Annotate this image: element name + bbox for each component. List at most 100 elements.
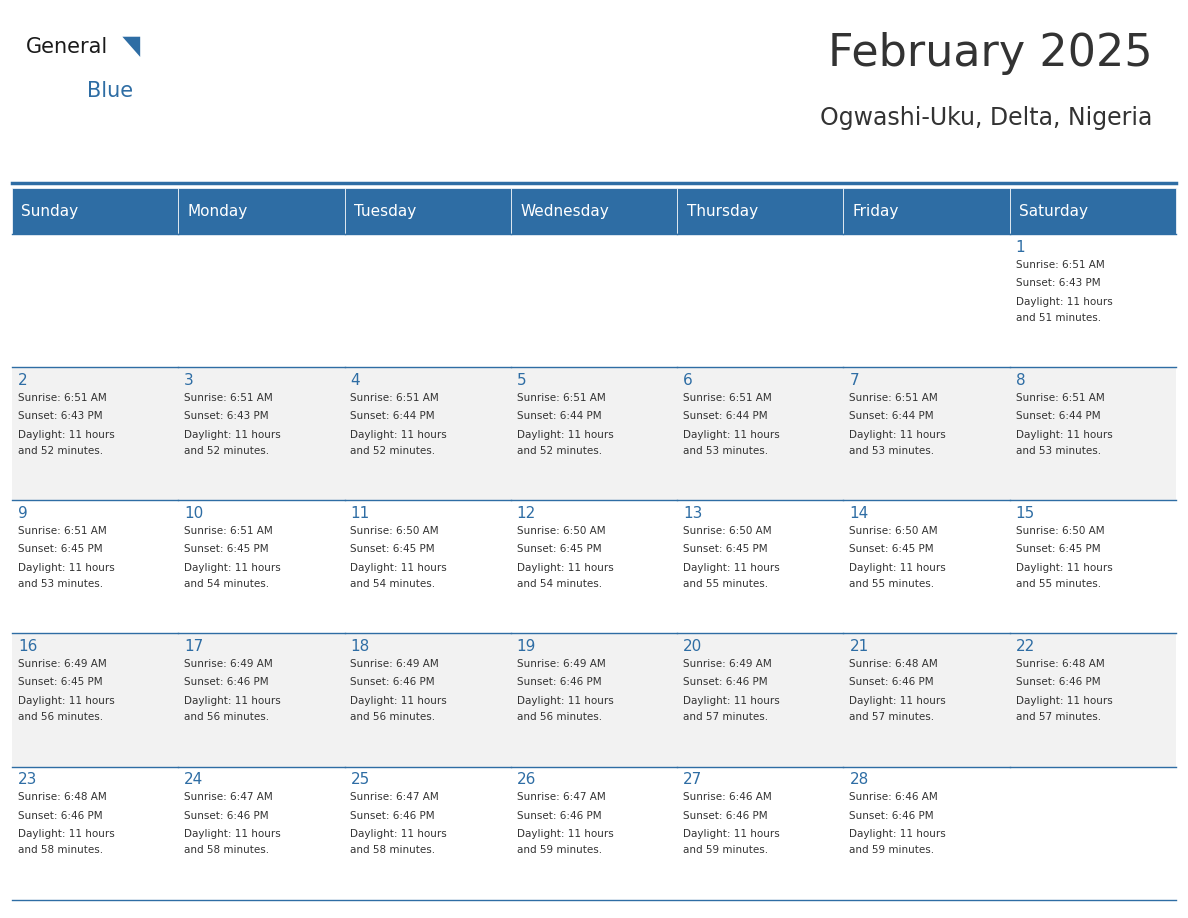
Text: Daylight: 11 hours: Daylight: 11 hours — [1016, 563, 1112, 573]
Text: General: General — [26, 37, 108, 57]
Text: Sunset: 6:44 PM: Sunset: 6:44 PM — [350, 411, 435, 421]
Text: Sunset: 6:46 PM: Sunset: 6:46 PM — [184, 677, 268, 688]
Text: and 55 minutes.: and 55 minutes. — [683, 579, 769, 589]
Text: Sunset: 6:43 PM: Sunset: 6:43 PM — [184, 411, 268, 421]
Text: Friday: Friday — [853, 204, 899, 218]
Text: Daylight: 11 hours: Daylight: 11 hours — [517, 829, 613, 839]
Bar — [178, 234, 345, 367]
Text: 22: 22 — [1016, 639, 1035, 654]
Text: 1: 1 — [1016, 240, 1025, 254]
Text: Sunset: 6:45 PM: Sunset: 6:45 PM — [1016, 544, 1100, 554]
Text: Sunset: 6:44 PM: Sunset: 6:44 PM — [1016, 411, 1100, 421]
Text: and 55 minutes.: and 55 minutes. — [1016, 579, 1101, 589]
Text: Daylight: 11 hours: Daylight: 11 hours — [18, 430, 114, 440]
Text: Sunrise: 6:50 AM: Sunrise: 6:50 AM — [350, 526, 440, 536]
Text: Daylight: 11 hours: Daylight: 11 hours — [350, 430, 447, 440]
Text: 10: 10 — [184, 506, 203, 521]
Text: Sunset: 6:46 PM: Sunset: 6:46 PM — [184, 811, 268, 821]
Text: Sunset: 6:46 PM: Sunset: 6:46 PM — [1016, 677, 1100, 688]
Text: and 52 minutes.: and 52 minutes. — [184, 446, 270, 456]
Bar — [12, 767, 178, 900]
Text: 26: 26 — [517, 772, 536, 787]
Text: Sunset: 6:46 PM: Sunset: 6:46 PM — [350, 677, 435, 688]
Bar — [511, 188, 677, 234]
Text: Sunset: 6:44 PM: Sunset: 6:44 PM — [849, 411, 934, 421]
Text: Sunset: 6:45 PM: Sunset: 6:45 PM — [18, 677, 102, 688]
Bar — [677, 633, 843, 767]
Bar — [178, 767, 345, 900]
Text: Daylight: 11 hours: Daylight: 11 hours — [1016, 430, 1112, 440]
Bar — [178, 367, 345, 500]
Text: and 55 minutes.: and 55 minutes. — [849, 579, 935, 589]
Text: and 53 minutes.: and 53 minutes. — [18, 579, 103, 589]
Text: Sunset: 6:43 PM: Sunset: 6:43 PM — [1016, 278, 1100, 288]
Text: Sunset: 6:45 PM: Sunset: 6:45 PM — [184, 544, 268, 554]
Text: Thursday: Thursday — [687, 204, 758, 218]
Text: Daylight: 11 hours: Daylight: 11 hours — [184, 430, 280, 440]
Text: Sunrise: 6:49 AM: Sunrise: 6:49 AM — [350, 659, 440, 669]
Text: and 53 minutes.: and 53 minutes. — [683, 446, 769, 456]
Text: 11: 11 — [350, 506, 369, 521]
Text: Sunset: 6:43 PM: Sunset: 6:43 PM — [18, 411, 102, 421]
Text: Sunrise: 6:46 AM: Sunrise: 6:46 AM — [683, 792, 772, 802]
Bar — [843, 500, 1010, 633]
Text: Saturday: Saturday — [1019, 204, 1088, 218]
Text: Daylight: 11 hours: Daylight: 11 hours — [849, 829, 946, 839]
Bar — [12, 633, 178, 767]
Bar — [345, 188, 511, 234]
Bar — [1010, 633, 1176, 767]
Text: Sunset: 6:44 PM: Sunset: 6:44 PM — [683, 411, 767, 421]
Text: and 53 minutes.: and 53 minutes. — [849, 446, 935, 456]
Bar — [345, 367, 511, 500]
Text: Sunrise: 6:51 AM: Sunrise: 6:51 AM — [517, 393, 606, 403]
Text: Sunrise: 6:49 AM: Sunrise: 6:49 AM — [184, 659, 273, 669]
Bar — [677, 500, 843, 633]
Text: 15: 15 — [1016, 506, 1035, 521]
Text: Sunset: 6:44 PM: Sunset: 6:44 PM — [517, 411, 601, 421]
Text: Wednesday: Wednesday — [520, 204, 609, 218]
Text: Sunrise: 6:50 AM: Sunrise: 6:50 AM — [683, 526, 772, 536]
Text: and 52 minutes.: and 52 minutes. — [517, 446, 602, 456]
Text: Sunset: 6:45 PM: Sunset: 6:45 PM — [18, 544, 102, 554]
Text: Daylight: 11 hours: Daylight: 11 hours — [184, 696, 280, 706]
Text: Sunset: 6:45 PM: Sunset: 6:45 PM — [517, 544, 601, 554]
Text: and 54 minutes.: and 54 minutes. — [184, 579, 270, 589]
Text: Ogwashi-Uku, Delta, Nigeria: Ogwashi-Uku, Delta, Nigeria — [820, 106, 1152, 129]
Text: 8: 8 — [1016, 373, 1025, 387]
Bar — [12, 188, 178, 234]
Bar — [843, 367, 1010, 500]
Text: Daylight: 11 hours: Daylight: 11 hours — [683, 829, 779, 839]
Text: Monday: Monday — [188, 204, 248, 218]
Text: Daylight: 11 hours: Daylight: 11 hours — [18, 829, 114, 839]
Text: Sunrise: 6:51 AM: Sunrise: 6:51 AM — [1016, 260, 1105, 270]
Text: 27: 27 — [683, 772, 702, 787]
Text: Daylight: 11 hours: Daylight: 11 hours — [683, 696, 779, 706]
Text: 6: 6 — [683, 373, 693, 387]
Bar — [843, 234, 1010, 367]
Text: Sunday: Sunday — [21, 204, 78, 218]
Text: Sunset: 6:45 PM: Sunset: 6:45 PM — [849, 544, 934, 554]
Text: and 56 minutes.: and 56 minutes. — [18, 712, 103, 722]
Text: 20: 20 — [683, 639, 702, 654]
Text: 28: 28 — [849, 772, 868, 787]
Text: and 52 minutes.: and 52 minutes. — [18, 446, 103, 456]
Text: Daylight: 11 hours: Daylight: 11 hours — [1016, 696, 1112, 706]
Text: and 58 minutes.: and 58 minutes. — [18, 845, 103, 856]
Text: 5: 5 — [517, 373, 526, 387]
Text: 25: 25 — [350, 772, 369, 787]
Bar — [677, 234, 843, 367]
Bar — [345, 500, 511, 633]
Text: Sunrise: 6:51 AM: Sunrise: 6:51 AM — [683, 393, 772, 403]
Text: and 59 minutes.: and 59 minutes. — [849, 845, 935, 856]
Text: Daylight: 11 hours: Daylight: 11 hours — [517, 563, 613, 573]
Text: Sunrise: 6:47 AM: Sunrise: 6:47 AM — [517, 792, 606, 802]
Text: and 59 minutes.: and 59 minutes. — [517, 845, 602, 856]
Text: Daylight: 11 hours: Daylight: 11 hours — [350, 696, 447, 706]
Bar — [511, 633, 677, 767]
Text: 3: 3 — [184, 373, 194, 387]
Text: 16: 16 — [18, 639, 37, 654]
Bar — [12, 367, 178, 500]
Text: and 57 minutes.: and 57 minutes. — [1016, 712, 1101, 722]
Text: Sunset: 6:45 PM: Sunset: 6:45 PM — [350, 544, 435, 554]
Text: and 56 minutes.: and 56 minutes. — [350, 712, 436, 722]
